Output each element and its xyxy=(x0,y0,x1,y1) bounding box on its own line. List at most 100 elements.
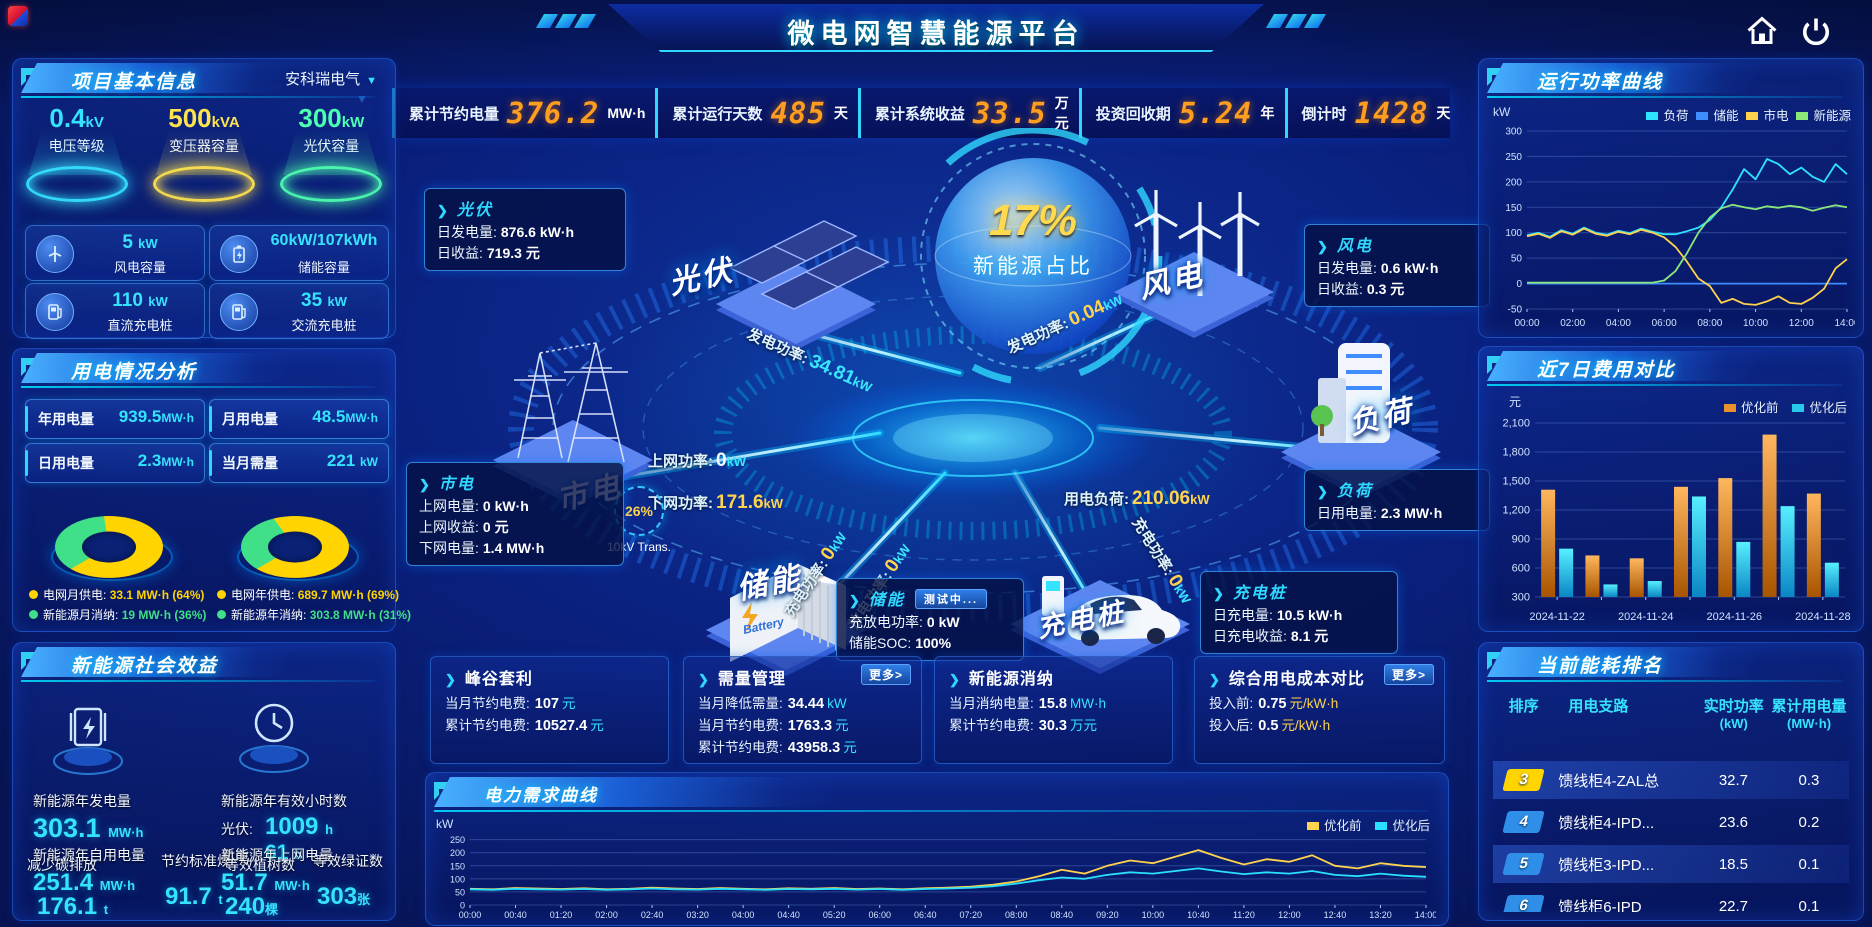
legend-item: 负荷 xyxy=(1646,105,1688,124)
pod-label: 电压等级 xyxy=(48,138,105,154)
panel-social-benefits: 新能源社会效益 新能源年发电量 303.1 MW·h 新能源年有效小时数 光伏:… xyxy=(12,642,396,921)
rank-badge: 6 xyxy=(1502,895,1546,912)
kpi-unit: MW·h xyxy=(607,105,646,121)
wind-hours-value: 61 h xyxy=(265,841,303,864)
svg-text:-50: -50 xyxy=(1508,305,1523,316)
svg-text:13:20: 13:20 xyxy=(1369,910,1392,920)
transformer-badge: 26% 10kV Trans. xyxy=(596,486,682,554)
panel-energy-ranking: 当前能耗排名 排序 用电支路 实时功率 (kW) 累计用电量 (MW·h) 3 馈线柜… xyxy=(1478,642,1864,921)
panel-corner-icon xyxy=(1487,652,1507,670)
kpi-value: 485 xyxy=(770,96,826,130)
card-row: 累计节约电费: 43958.3 元 xyxy=(698,740,857,756)
trees-label: 等效植树数 xyxy=(225,857,295,873)
glow-ring xyxy=(280,166,383,202)
panel-header: 运行功率曲线 xyxy=(1479,59,1863,98)
svg-text:2,100: 2,100 xyxy=(1502,418,1530,430)
kpi-unit: 万元 xyxy=(1054,95,1069,131)
kpi-value: 5.24 xyxy=(1178,96,1253,130)
wind-hours-label: 风电: xyxy=(221,849,253,865)
svg-text:0: 0 xyxy=(460,901,465,911)
pod-value: 0.4kV xyxy=(49,103,104,133)
flow-from-grid: 下网功率: 171.6kW xyxy=(648,492,784,513)
card-peak-valley-arbitrage: ❯ 峰谷套利 当月节约电费: 107 元 累计节约电费: 10527.4 元 xyxy=(430,656,669,764)
svg-text:0: 0 xyxy=(1516,279,1522,290)
donut-month xyxy=(45,487,175,581)
pod-value: 500kVA xyxy=(168,103,240,133)
ac-charger-icon xyxy=(220,293,258,331)
more-button[interactable]: 更多> xyxy=(1383,664,1434,685)
kpi-unit: 天 xyxy=(833,105,848,121)
card-row: 累计节约电费: 10527.4 元 xyxy=(445,718,604,734)
company-select[interactable]: 安科瑞电气 ▼ xyxy=(285,68,377,89)
energy-cell: 0.1 xyxy=(1798,897,1820,913)
svg-text:1,800: 1,800 xyxy=(1502,447,1530,459)
panel-title: 项目基本信息 xyxy=(71,72,198,93)
kpi-value: 376.2 xyxy=(507,96,600,130)
infobox-row: 日用电量: 2.3 MW·h xyxy=(1317,505,1443,521)
panel-usage-analysis: 用电情况分析 年用电量 939.5MW·h 月用电量 48.5MW·h 日用电量 2.… xyxy=(12,348,411,632)
infobox-title: ❯ 风电 xyxy=(1317,238,1373,255)
card-renewable-consumption: ❯ 新能源消纳 当月消纳电量: 15.8 MW·h 累计节约电费: 30.3 万元 xyxy=(934,656,1173,764)
energy-cell: 0.2 xyxy=(1798,813,1820,831)
panel-title: 运行功率曲线 xyxy=(1537,72,1664,93)
svg-text:10:00: 10:00 xyxy=(1743,318,1768,329)
svg-text:04:40: 04:40 xyxy=(777,910,800,920)
kpi-label: 累计运行天数 xyxy=(672,105,763,123)
card-row: 投入前: 0.75 元/kW·h xyxy=(1209,696,1339,712)
card-title: ❯ 峰谷套利 xyxy=(445,671,533,688)
capacity-pods: 0.4kV 电压等级 500kVA 变压器容量 300kW 光伏容量 xyxy=(13,103,395,202)
more-button[interactable]: 更多> xyxy=(860,664,911,685)
svg-text:12:00: 12:00 xyxy=(1278,910,1301,920)
card-demand-management: ❯ 需量管理 更多> 当月降低需量: 34.44 kW 当月节约电费: 1763.3 元 累… xyxy=(683,656,922,764)
card-row: 累计节约电费: 30.3 万元 xyxy=(949,718,1097,734)
svg-text:12:00: 12:00 xyxy=(1789,318,1814,329)
table-row[interactable]: 5 馈线柜3-IPD... 18.5 0.1 xyxy=(1493,845,1849,883)
energy-cell: 0.3 xyxy=(1798,771,1820,789)
card-label: 储能容量 xyxy=(297,260,350,275)
panel-corner-icon xyxy=(21,652,41,670)
legend-item: 新能源月消纳: 19 MW·h (36%) xyxy=(29,605,206,625)
legend-item: 市电 xyxy=(1746,105,1788,124)
kpi-label: 累计系统收益 xyxy=(874,105,965,123)
card-title: ❯ 综合用电成本对比 更多> xyxy=(1209,664,1434,689)
card-value: 5 kW xyxy=(122,232,158,253)
pv-node-graphic xyxy=(716,220,890,350)
infobox-grid: ❯ 市电 上网电量: 0 kW·h 上网收益: 0 元 下网电量: 1.4 MW·h xyxy=(406,462,624,566)
glow-ring xyxy=(152,166,255,202)
kpi-label: 累计节约电量 xyxy=(409,105,500,123)
svg-text:1,200: 1,200 xyxy=(1502,505,1530,517)
kpi-value: 33.5 xyxy=(972,96,1047,130)
svg-text:250: 250 xyxy=(1505,152,1522,163)
power-curve-chart: -50 0 50 100 150 200 250 300 00:00 02:00 04:00 06:0… xyxy=(1505,127,1855,330)
card-storage-capacity: 60kW/107kWh 储能容量 xyxy=(209,225,389,281)
table-row[interactable]: 6 馈线柜6-IPD 22.7 0.1 xyxy=(1493,887,1849,912)
svg-text:250: 250 xyxy=(450,835,465,845)
table-row[interactable]: 4 馈线柜4-IPD... 23.6 0.2 xyxy=(1493,803,1849,841)
home-icon[interactable] xyxy=(1744,14,1780,50)
charger-node-graphic xyxy=(1010,576,1190,674)
panel-corner-icon xyxy=(21,358,41,376)
panel-title: 电力需求曲线 xyxy=(484,786,598,805)
svg-text:12:40: 12:40 xyxy=(1324,910,1347,920)
trees-value: 240棵 xyxy=(225,893,279,920)
kpi-label: 投资回收期 xyxy=(1095,105,1171,123)
svg-text:200: 200 xyxy=(450,848,465,858)
infobox-pv: ❯ 光伏 日发电量: 876.6 kW·h 日收益: 719.3 元 xyxy=(424,188,626,271)
arrow-icon: ❯ xyxy=(1213,586,1226,601)
y-axis-unit: kW xyxy=(436,817,454,831)
legend-item: 电网年供电: 689.7 MW·h (69%) xyxy=(217,585,411,605)
panel-corner-icon xyxy=(1487,68,1507,86)
infobox-charger: ❯ 充电桩 日充电量: 10.5 kW·h 日充电收益: 8.1 元 xyxy=(1200,571,1398,654)
power-icon[interactable] xyxy=(1798,14,1834,50)
page-title: 微电网智慧能源平台 xyxy=(787,19,1085,49)
arrow-icon: ❯ xyxy=(1317,484,1330,499)
panel-corner-icon xyxy=(1487,356,1507,374)
arrow-icon: ❯ xyxy=(949,672,961,687)
panel-project-info: 项目基本信息 安科瑞电气 ▼ 0.4kV 电压等级 500kVA 变压器容量 300k… xyxy=(12,58,396,339)
card-row: 投入后: 0.5 元/kW·h xyxy=(1209,718,1331,734)
battery-icon xyxy=(220,235,258,273)
table-row[interactable]: 3 馈线柜4-ZAL总 32.7 0.3 xyxy=(1493,761,1849,799)
svg-text:2024-11-28: 2024-11-28 xyxy=(1795,611,1850,623)
svg-text:10:00: 10:00 xyxy=(1142,910,1165,920)
hours-label: 新能源年有效小时数 xyxy=(221,793,347,809)
